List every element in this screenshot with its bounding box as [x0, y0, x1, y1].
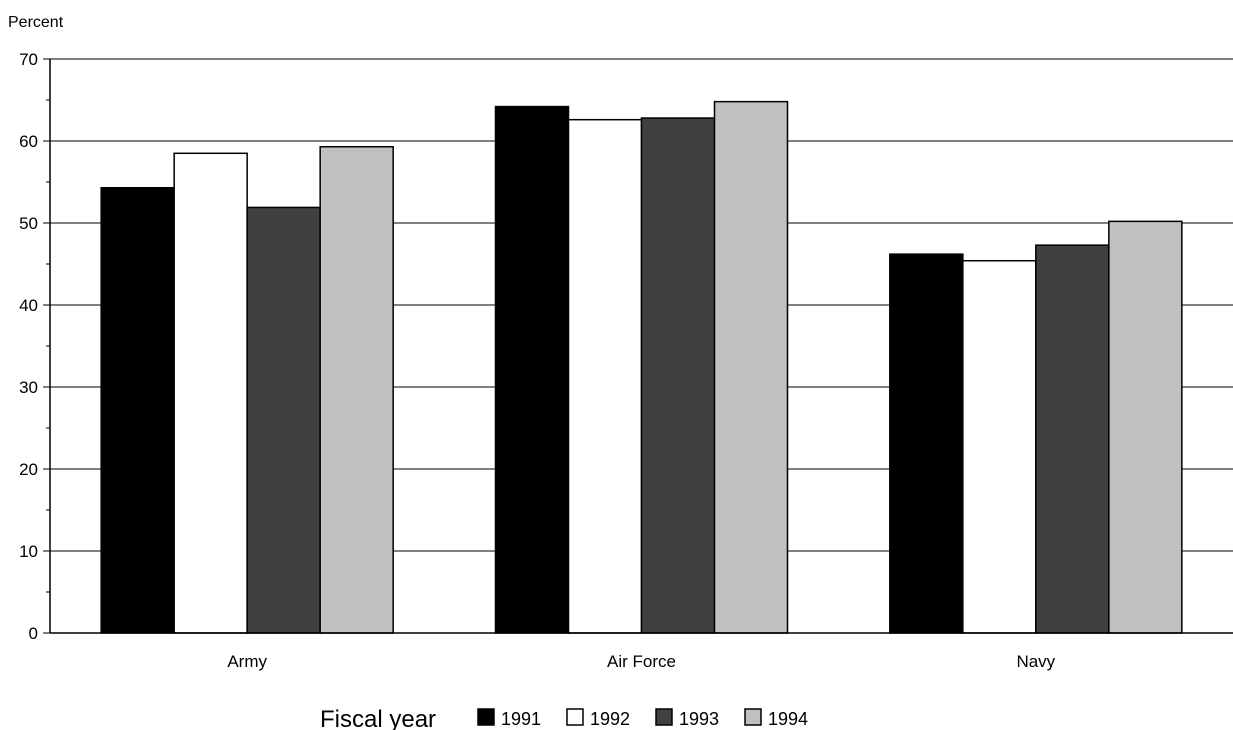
legend: Fiscal year 1991 1992 1993 1994 [320, 706, 808, 730]
legend-swatch [655, 708, 673, 726]
x-category-label: Navy [1016, 652, 1055, 671]
x-category-label: Air Force [607, 652, 676, 671]
legend-swatch [477, 708, 495, 726]
bar [640, 117, 716, 634]
axes: 0 10 20 30 40 50 60 70 Army Air Force Navy [19, 50, 1233, 671]
bar [1108, 220, 1183, 634]
legend-entry-label: 1992 [590, 709, 630, 729]
bar [962, 259, 1037, 634]
legend-swatch [566, 708, 584, 726]
bar [494, 105, 570, 634]
legend-entry-label: 1991 [501, 709, 541, 729]
y-tick-label: 70 [19, 50, 38, 69]
y-tick-label: 50 [19, 214, 38, 233]
bar [173, 152, 248, 634]
bar [567, 118, 643, 634]
y-tick-label: 10 [19, 542, 38, 561]
y-axis-label: Percent [8, 14, 64, 31]
y-tick-label: 60 [19, 132, 38, 151]
bar [889, 253, 964, 634]
y-tick-label: 0 [29, 624, 38, 643]
y-tick-label: 20 [19, 460, 38, 479]
y-tick-label: 40 [19, 296, 38, 315]
bar [246, 206, 321, 634]
bar [1035, 244, 1110, 634]
legend-title: Fiscal year [320, 706, 436, 730]
legend-swatch [744, 708, 762, 726]
bar [319, 145, 394, 634]
legend-entry-label: 1993 [679, 709, 719, 729]
bars [100, 100, 1183, 634]
bar [100, 186, 175, 634]
legend-entry-label: 1994 [768, 709, 808, 729]
y-tick-label: 30 [19, 378, 38, 397]
x-category-label: Army [227, 652, 267, 671]
bar [713, 100, 789, 634]
